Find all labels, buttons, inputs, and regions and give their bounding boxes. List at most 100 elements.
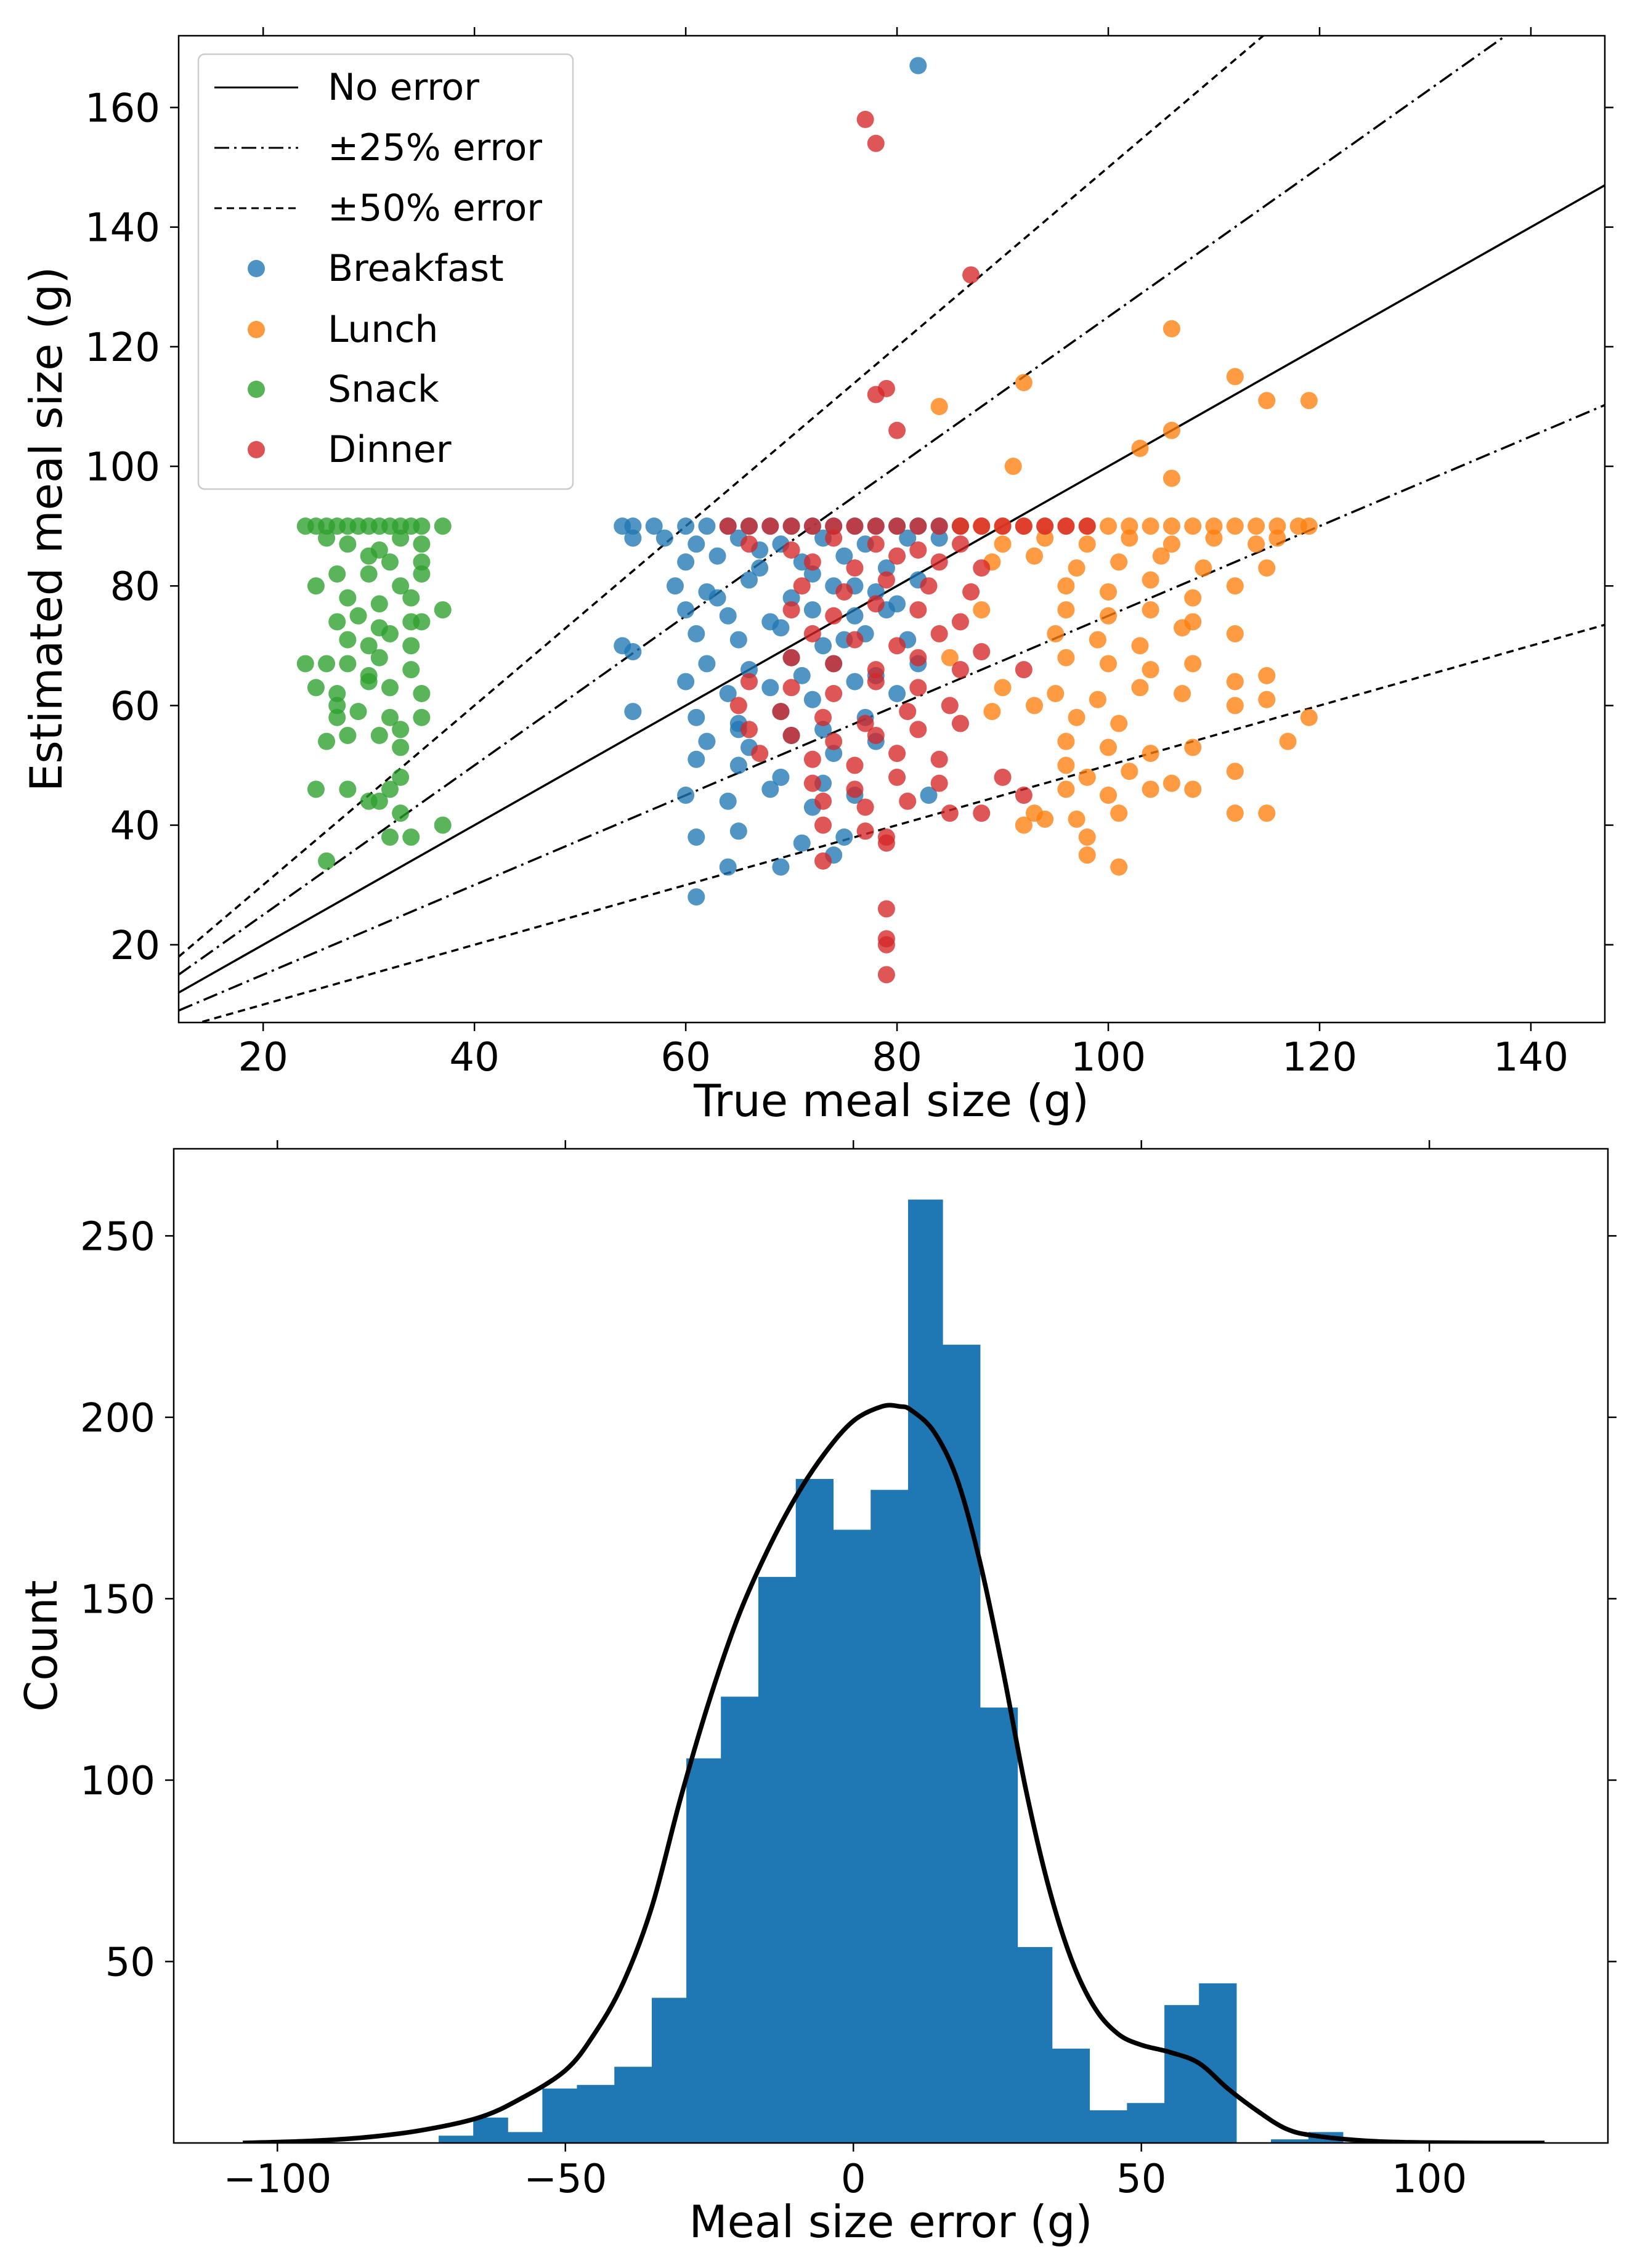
dinner-point bbox=[825, 529, 843, 547]
lunch-point bbox=[1142, 661, 1159, 679]
dinner-point bbox=[856, 822, 874, 840]
lunch-point bbox=[1057, 601, 1075, 619]
scatter-legend: No error ±25% error ±50% error Breakfast… bbox=[197, 53, 574, 490]
breakfast-point bbox=[688, 828, 705, 846]
breakfast-point bbox=[719, 607, 737, 625]
dinner-point bbox=[951, 715, 969, 732]
lunch-point bbox=[1300, 392, 1318, 410]
lunch-point bbox=[1121, 529, 1138, 547]
lunch-point bbox=[1162, 774, 1180, 792]
y-tick-label: 40 bbox=[110, 804, 160, 849]
snack-point bbox=[413, 553, 431, 571]
snack-point bbox=[402, 828, 420, 846]
lunch-point bbox=[1226, 673, 1244, 691]
lunch-point bbox=[1100, 583, 1118, 601]
snack-point bbox=[307, 780, 325, 798]
histogram-bar bbox=[542, 2088, 577, 2143]
dinner-point bbox=[814, 816, 832, 834]
dinner-point bbox=[803, 625, 821, 642]
lunch-point bbox=[1226, 625, 1244, 642]
breakfast-point bbox=[920, 787, 938, 804]
x-tick-label: 20 bbox=[238, 1035, 288, 1080]
histogram-bar bbox=[1164, 2005, 1199, 2143]
x-tick-label: 120 bbox=[1282, 1035, 1357, 1080]
histogram-bar bbox=[943, 1345, 981, 2143]
lunch-point bbox=[1068, 559, 1085, 577]
histogram-bar bbox=[652, 1998, 687, 2143]
dinner-point bbox=[962, 583, 980, 601]
breakfast-point bbox=[698, 517, 716, 535]
lunch-point bbox=[1004, 458, 1022, 476]
lunch-point bbox=[1226, 368, 1244, 386]
dinner-point bbox=[888, 517, 906, 535]
lunch-point bbox=[973, 601, 991, 619]
lunch-point bbox=[1057, 732, 1075, 750]
snack-point bbox=[434, 601, 452, 619]
lunch-point bbox=[1279, 732, 1297, 750]
lunch-point bbox=[1078, 535, 1096, 553]
lunch-point bbox=[1047, 625, 1065, 642]
breakfast-point bbox=[793, 666, 811, 684]
lunch-point bbox=[1121, 763, 1138, 780]
lunch-point bbox=[1162, 517, 1180, 535]
snack-point bbox=[339, 655, 357, 673]
lunch-point bbox=[1226, 804, 1244, 822]
lunch-point bbox=[1258, 392, 1276, 410]
legend-breakfast-marker bbox=[248, 260, 265, 277]
lunch-point bbox=[1057, 756, 1075, 774]
dinner-point bbox=[803, 774, 821, 792]
dinner-point bbox=[973, 517, 991, 535]
y-tick-label: 50 bbox=[105, 1940, 155, 1985]
lunch-point bbox=[1026, 697, 1043, 715]
dinner-point bbox=[825, 607, 843, 625]
dinner-point bbox=[909, 541, 927, 559]
lunch-point bbox=[1100, 787, 1118, 804]
snack-point bbox=[434, 517, 452, 535]
lunch-point bbox=[1142, 601, 1159, 619]
legend-label-lunch: Lunch bbox=[328, 308, 438, 351]
breakfast-point bbox=[719, 792, 737, 810]
dinner-point bbox=[867, 673, 885, 691]
y-tick-label: 20 bbox=[110, 923, 160, 969]
breakfast-point bbox=[888, 685, 906, 702]
snack-point bbox=[339, 780, 357, 798]
snack-point bbox=[402, 589, 420, 607]
histogram-bar bbox=[614, 2067, 652, 2143]
lunch-point bbox=[1248, 517, 1265, 535]
snack-point bbox=[413, 685, 431, 702]
histogram-y-axis-label: Count bbox=[15, 1580, 67, 1712]
dinner-point bbox=[877, 571, 895, 589]
dinner-point bbox=[909, 721, 927, 739]
snack-point bbox=[392, 721, 410, 739]
dinner-point bbox=[867, 661, 885, 679]
dinner-point bbox=[772, 703, 790, 721]
breakfast-point bbox=[677, 553, 695, 571]
legend-dinner-marker bbox=[248, 441, 265, 458]
lunch-point bbox=[994, 679, 1012, 697]
dinner-point bbox=[1057, 517, 1075, 535]
dinner-point bbox=[951, 613, 969, 631]
dinner-point bbox=[888, 768, 906, 786]
lunch-point bbox=[1142, 517, 1159, 535]
lunch-point bbox=[1184, 655, 1202, 673]
dinner-point bbox=[888, 421, 906, 439]
dinner-point bbox=[825, 685, 843, 702]
dinner-point bbox=[740, 673, 758, 691]
snack-point bbox=[402, 661, 420, 679]
dinner-point bbox=[846, 756, 864, 774]
breakfast-point bbox=[867, 583, 885, 601]
histogram-x-axis-label: Meal size error (g) bbox=[689, 2196, 1093, 2248]
snack-point bbox=[360, 565, 378, 583]
dinner-point bbox=[740, 721, 758, 739]
snack-point bbox=[381, 679, 399, 697]
snack-point bbox=[307, 577, 325, 595]
breakfast-point bbox=[761, 679, 779, 697]
dinner-point bbox=[951, 517, 969, 535]
x-tick-label: 40 bbox=[449, 1035, 499, 1080]
dinner-point bbox=[856, 110, 874, 128]
lunch-point bbox=[1300, 708, 1318, 726]
histogram-bar bbox=[1271, 2139, 1309, 2143]
dinner-point bbox=[803, 553, 821, 571]
snack-point bbox=[318, 529, 336, 547]
